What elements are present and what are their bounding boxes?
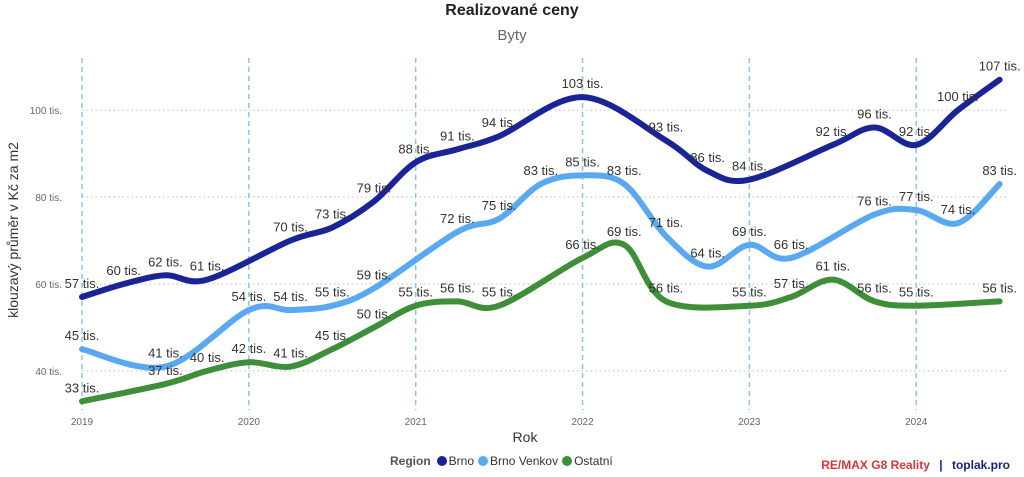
data-label: 45 tis. [315, 328, 350, 343]
x-tick-label: 2020 [238, 417, 261, 428]
data-label: 41 tis. [148, 346, 183, 361]
data-label: 56 tis. [857, 280, 892, 295]
data-label: 100 tis. [937, 89, 979, 104]
data-label: 41 tis. [273, 346, 308, 361]
data-label: 60 tis. [106, 263, 141, 278]
legend-item-brno-venkov[interactable]: Brno Venkov [478, 454, 558, 468]
data-label: 91 tis. [440, 128, 475, 143]
data-label: 107 tis. [979, 59, 1021, 74]
data-label: 85 tis. [565, 154, 600, 169]
data-label: 77 tis. [899, 189, 934, 204]
legend-item-brno[interactable]: Brno [436, 454, 475, 468]
x-tick-label: 2023 [738, 417, 761, 428]
data-label: 72 tis. [440, 211, 475, 226]
data-label: 56 tis. [982, 280, 1017, 295]
legend-label: Brno Venkov [490, 454, 559, 468]
data-label: 61 tis. [815, 259, 850, 274]
data-label: 69 tis. [732, 224, 767, 239]
data-label: 56 tis. [440, 280, 475, 295]
data-label: 55 tis. [732, 285, 767, 300]
x-tick-label: 2021 [405, 417, 428, 428]
data-label: 61 tis. [190, 259, 225, 274]
data-label: 50 tis. [357, 306, 392, 321]
data-label: 57 tis. [774, 276, 809, 291]
legend-title: Region [390, 454, 431, 468]
legend-label: Brno [448, 454, 475, 468]
series-line-brno [79, 76, 1003, 301]
data-label: 92 tis. [899, 124, 934, 139]
data-label: 54 tis. [273, 289, 308, 304]
x-tick-label: 2019 [71, 417, 94, 428]
data-label: 79 tis. [357, 180, 392, 195]
y-tick-label: 80 tis. [35, 193, 62, 204]
branding: RE/MAX G8 Reality | toplak.pro [821, 458, 1010, 472]
data-label: 55 tis. [482, 285, 517, 300]
data-label: 55 tis. [899, 285, 934, 300]
data-label: 83 tis. [607, 163, 642, 178]
data-label: 40 tis. [190, 350, 225, 365]
data-label: 54 tis. [232, 289, 267, 304]
site-brand[interactable]: toplak.pro [951, 458, 1010, 472]
y-tick-label: 100 tis. [30, 106, 62, 117]
data-label: 55 tis. [398, 285, 433, 300]
data-label: 37 tis. [148, 363, 183, 378]
data-label: 94 tis. [482, 115, 517, 130]
data-label: 83 tis. [523, 163, 558, 178]
data-label: 73 tis. [315, 206, 350, 221]
data-label: 33 tis. [65, 380, 100, 395]
y-axis-title: klouzavý průměr v Kč za m2 [5, 142, 21, 318]
data-label: 96 tis. [857, 107, 892, 122]
brand-separator: | [939, 458, 943, 472]
data-label: 83 tis. [982, 163, 1017, 178]
y-tick-label: 40 tis. [35, 367, 62, 378]
data-label: 88 tis. [398, 141, 433, 156]
legend-dot-icon [478, 456, 489, 466]
data-label: 69 tis. [607, 224, 642, 239]
legend-dot-icon [436, 456, 447, 466]
series-line-ostatní [79, 239, 1003, 405]
data-label: 56 tis. [649, 280, 684, 295]
data-label: 55 tis. [315, 285, 350, 300]
y-tick-label: 60 tis. [35, 280, 62, 291]
data-label: 70 tis. [273, 220, 308, 235]
data-label: 75 tis. [482, 198, 517, 213]
chart-title: Realizované ceny [445, 2, 579, 19]
data-label: 71 tis. [649, 215, 684, 230]
chart-subtitle: Byty [497, 27, 527, 44]
data-label: 74 tis. [941, 202, 976, 217]
x-axis-title: Rok [513, 429, 539, 445]
data-label: 66 tis. [774, 237, 809, 252]
legend: Region Brno Brno Venkov Ostatní [390, 454, 617, 468]
data-label: 66 tis. [565, 237, 600, 252]
data-label: 42 tis. [232, 341, 267, 356]
data-label: 64 tis. [690, 246, 725, 261]
data-label: 76 tis. [857, 193, 892, 208]
data-label: 103 tis. [562, 76, 604, 91]
remax-brand: RE/MAX G8 Reality [821, 458, 930, 472]
legend-item-ostatni[interactable]: Ostatní [562, 454, 613, 468]
x-tick-label: 2024 [905, 417, 928, 428]
data-label: 84 tis. [732, 159, 767, 174]
data-label: 92 tis. [815, 124, 850, 139]
legend-dot-icon [562, 456, 573, 466]
x-tick-label: 2022 [571, 417, 594, 428]
data-label: 45 tis. [65, 328, 100, 343]
legend-label: Ostatní [574, 454, 613, 468]
data-label: 93 tis. [649, 120, 684, 135]
data-label: 62 tis. [148, 254, 183, 269]
data-label: 86 tis. [690, 150, 725, 165]
data-label: 59 tis. [357, 267, 392, 282]
series-line-brno-venkov [79, 172, 1003, 371]
data-label: 57 tis. [65, 276, 100, 291]
